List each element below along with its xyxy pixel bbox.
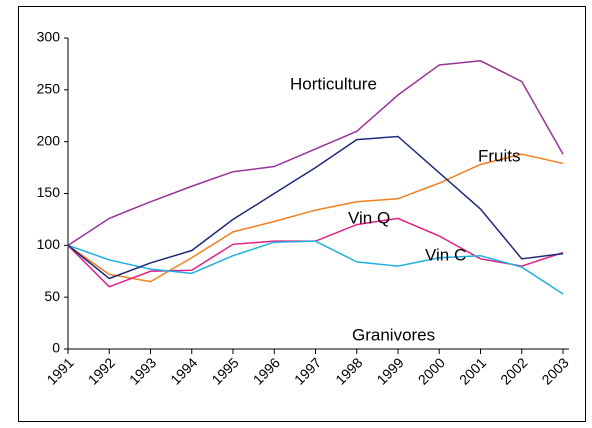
series-line <box>67 240 564 295</box>
y-tick-label: 250 <box>37 81 61 97</box>
series-label: Granivores <box>352 325 435 344</box>
y-tick-label: 100 <box>37 236 61 252</box>
y-tick-label: 300 <box>37 29 61 45</box>
y-tick-label: 200 <box>37 132 61 148</box>
y-tick-label: 0 <box>52 340 60 356</box>
y-tick-label: 50 <box>44 288 60 304</box>
series-label: Horticulture <box>290 74 377 93</box>
series-line <box>67 60 564 246</box>
series-label: Vin C <box>425 245 466 264</box>
series-line <box>67 153 564 283</box>
y-tick-label: 150 <box>37 184 61 200</box>
series-label: Fruits <box>478 146 521 165</box>
series-label: Vin Q <box>348 208 390 227</box>
series-line <box>67 135 564 280</box>
